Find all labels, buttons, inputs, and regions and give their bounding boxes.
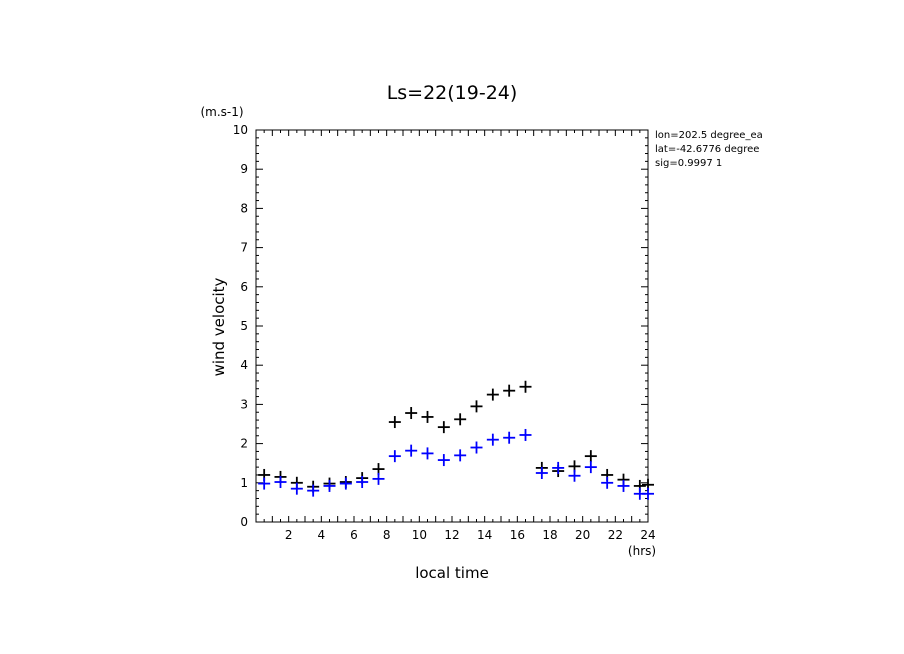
data-point [503,384,516,397]
data-point [290,482,303,495]
x-tick-label: 12 [444,528,459,542]
y-axis-label: wind velocity [210,277,228,376]
data-point [642,487,654,500]
y-tick-label: 5 [240,319,248,333]
x-tick-label: 14 [477,528,492,542]
y-tick-label: 6 [240,280,248,294]
data-point [274,476,287,489]
data-point [552,461,565,474]
x-unit-label: (hrs) [628,544,656,558]
data-point [405,407,418,420]
axis-ticks [255,129,649,523]
data-point [454,413,467,426]
data-point [388,416,401,429]
data-point [421,410,434,423]
y-tick-label: 2 [240,437,248,451]
x-tick-label: 8 [383,528,391,542]
y-tick-label: 7 [240,241,248,255]
x-tick-label: 4 [318,528,326,542]
x-tick-label: 18 [542,528,557,542]
data-point [470,441,483,454]
data-point [454,449,467,462]
data-point [323,479,336,492]
info-line-lat: lat=-42.6776 degree [655,144,759,155]
series-1 [258,380,654,493]
x-tick-label: 16 [510,528,525,542]
data-point [388,450,401,463]
data-point [584,450,597,463]
data-point [307,484,320,497]
data-point [584,461,597,474]
series-2 [258,428,654,500]
data-point [437,454,450,467]
data-point [535,467,548,479]
x-tick-label: 2 [285,528,293,542]
x-axis-label: local time [415,564,489,582]
y-tick-label: 10 [233,123,248,137]
data-point [519,428,532,441]
y-tick-label: 3 [240,397,248,411]
data-point [470,400,483,413]
x-tick-label: 6 [350,528,358,542]
data-point [568,469,581,482]
data-point [372,472,385,485]
data-point [519,380,532,393]
y-unit-label: (m.s-1) [200,105,243,119]
data-point [356,476,369,489]
data-series [258,380,654,500]
x-tick-label: 24 [640,528,655,542]
x-tick-label: 10 [412,528,427,542]
chart-title: Ls=22(19-24) [387,82,518,104]
x-tick-label: 22 [608,528,623,542]
data-point [421,447,434,460]
y-tick-label: 4 [240,358,248,372]
y-tick-label: 0 [240,515,248,529]
info-line-lon: lon=202.5 degree_ea [655,130,763,141]
data-point [486,433,499,446]
info-line-sig: sig=0.9997 1 [655,158,722,169]
data-point [503,431,516,444]
data-point [437,421,450,434]
data-point [486,388,499,401]
data-point [339,477,352,490]
data-point [617,479,630,492]
y-tick-label: 9 [240,162,248,176]
data-point [405,444,418,457]
y-tick-label: 8 [240,201,248,215]
y-tick-label: 1 [240,476,248,490]
x-tick-label: 20 [575,528,590,542]
data-point [258,477,271,490]
plot-frame [255,129,649,523]
data-point [601,476,614,489]
